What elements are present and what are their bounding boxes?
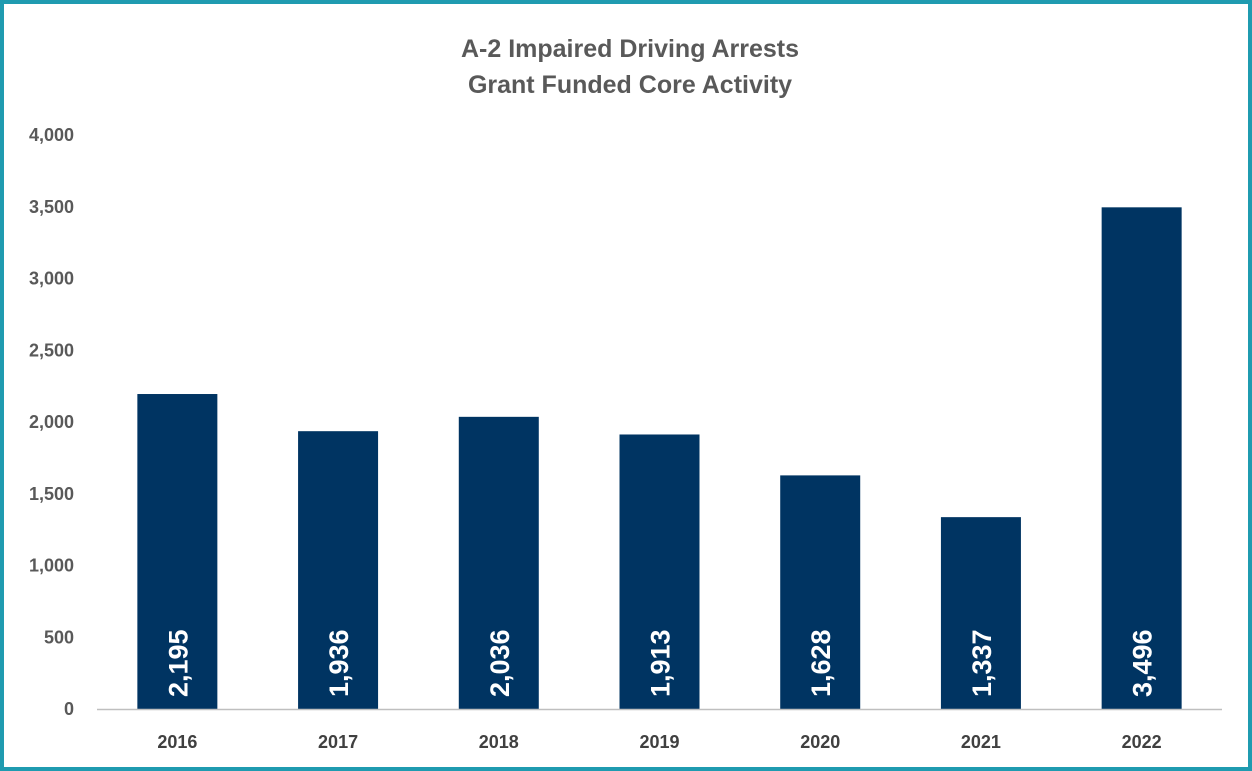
y-tick-label: 3,000	[29, 269, 74, 289]
chart-subtitle: Grant Funded Core Activity	[467, 71, 793, 99]
data-label: 2,036	[485, 629, 515, 697]
y-tick-label: 500	[44, 627, 74, 647]
y-tick-label: 2,000	[29, 412, 74, 432]
data-label: 1,628	[806, 629, 836, 697]
bar-2020	[780, 475, 861, 709]
bar-2016	[137, 394, 218, 709]
y-tick-label: 4,000	[29, 125, 74, 145]
bar-2017	[298, 431, 379, 709]
y-tick-label: 1,000	[29, 556, 74, 576]
y-tick-label: 3,500	[29, 197, 74, 217]
data-label: 2,195	[163, 629, 193, 697]
data-label: 1,936	[324, 629, 354, 697]
x-tick-label: 2019	[639, 732, 679, 752]
x-tick-label: 2018	[479, 732, 519, 752]
data-label: 3,496	[1128, 629, 1158, 697]
data-label: 1,913	[646, 629, 676, 697]
chart-title: A-2 Impaired Driving Arrests	[460, 35, 800, 63]
y-tick-label: 0	[64, 699, 74, 719]
bar-2019	[619, 434, 700, 709]
x-tick-label: 2017	[318, 732, 358, 752]
data-label: 1,337	[967, 629, 997, 697]
x-tick-label: 2016	[157, 732, 197, 752]
y-tick-label: 2,500	[29, 340, 74, 360]
bar-2022	[1101, 207, 1182, 709]
bar-2018	[458, 416, 539, 709]
x-tick-label: 2021	[961, 732, 1001, 752]
bar-2021	[940, 517, 1021, 709]
y-tick-label: 1,500	[29, 484, 74, 504]
x-tick-label: 2020	[800, 732, 840, 752]
x-tick-label: 2022	[1122, 732, 1162, 752]
